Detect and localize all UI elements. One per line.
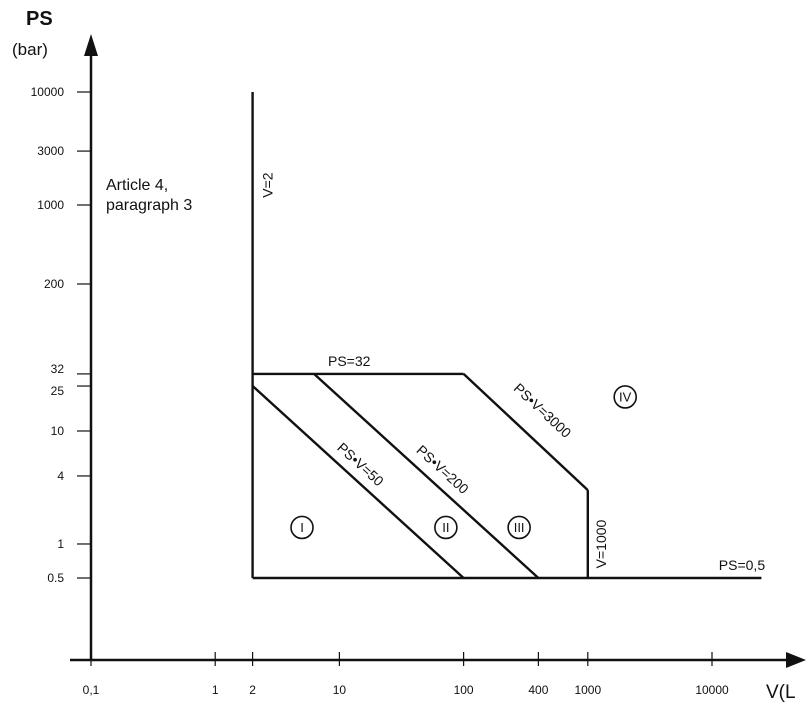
boundary-line <box>462 373 589 491</box>
x-tick-label: 10000 <box>695 683 729 697</box>
article-note: Article 4, paragraph 3 <box>106 177 192 214</box>
y-tick-label: 32 <box>51 362 65 376</box>
x-tick-label: 400 <box>528 683 548 697</box>
y-tick-label: 1 <box>57 537 64 551</box>
y-tick-label: 25 <box>51 384 65 398</box>
x-tick-label: 10 <box>333 683 347 697</box>
y-axis-unit: (bar) <box>12 40 48 59</box>
x-tick-label: 1000 <box>574 683 601 697</box>
category-circle <box>434 515 458 540</box>
boundary-line <box>251 385 465 579</box>
category-label: I <box>300 520 304 535</box>
boundary-label: PS•V=3000 <box>511 380 575 441</box>
boundary-label: V=2 <box>260 172 276 198</box>
y-tick-label: 4 <box>57 469 64 483</box>
y-axis-title: PS <box>26 8 53 30</box>
x-axis-title: V(L <box>766 682 796 703</box>
boundary-line <box>313 373 540 579</box>
y-tick-label: 200 <box>44 277 64 291</box>
y-axis-arrow-icon <box>84 34 98 56</box>
axes: PS (bar) V(L <box>12 8 806 703</box>
article-note-line-2: paragraph 3 <box>106 197 192 214</box>
y-ticks: 0.5 1 4 10 25 32 200 1000 3000 10000 <box>31 85 91 585</box>
boundary-label: PS•V=200 <box>413 442 472 497</box>
x-tick-label: 2 <box>249 683 256 697</box>
boundary-label: PS•V=50 <box>334 439 387 489</box>
category-label: II <box>442 520 449 535</box>
boundary-lines: V=2 PS=0,5 PS=32 PS•V=50 PS•V=200 PS•V=3000 V=… <box>251 92 766 580</box>
y-tick-label: 1000 <box>37 198 64 212</box>
y-tick-label: 10000 <box>31 85 65 99</box>
category-circle <box>613 385 637 409</box>
boundary-label: PS=0,5 <box>719 557 766 573</box>
x-axis-arrow-icon <box>786 652 806 668</box>
y-tick-label: 10 <box>51 424 65 438</box>
article-note-line-1: Article 4, <box>106 177 168 194</box>
x-tick-label: 0,1 <box>83 683 100 697</box>
category-label: III <box>514 520 525 535</box>
x-ticks: 0,1 1 2 10 100 400 1000 10000 <box>83 652 729 697</box>
boundary-label: V=1000 <box>593 519 609 568</box>
category-label: IV <box>619 389 632 404</box>
x-tick-label: 100 <box>454 683 474 697</box>
x-tick-label: 1 <box>212 683 219 697</box>
boundary-label: PS=32 <box>328 353 371 369</box>
y-tick-label: 3000 <box>37 144 64 158</box>
y-tick-label: 0.5 <box>47 571 64 585</box>
category-circle <box>507 515 531 540</box>
category-circle <box>290 515 314 540</box>
